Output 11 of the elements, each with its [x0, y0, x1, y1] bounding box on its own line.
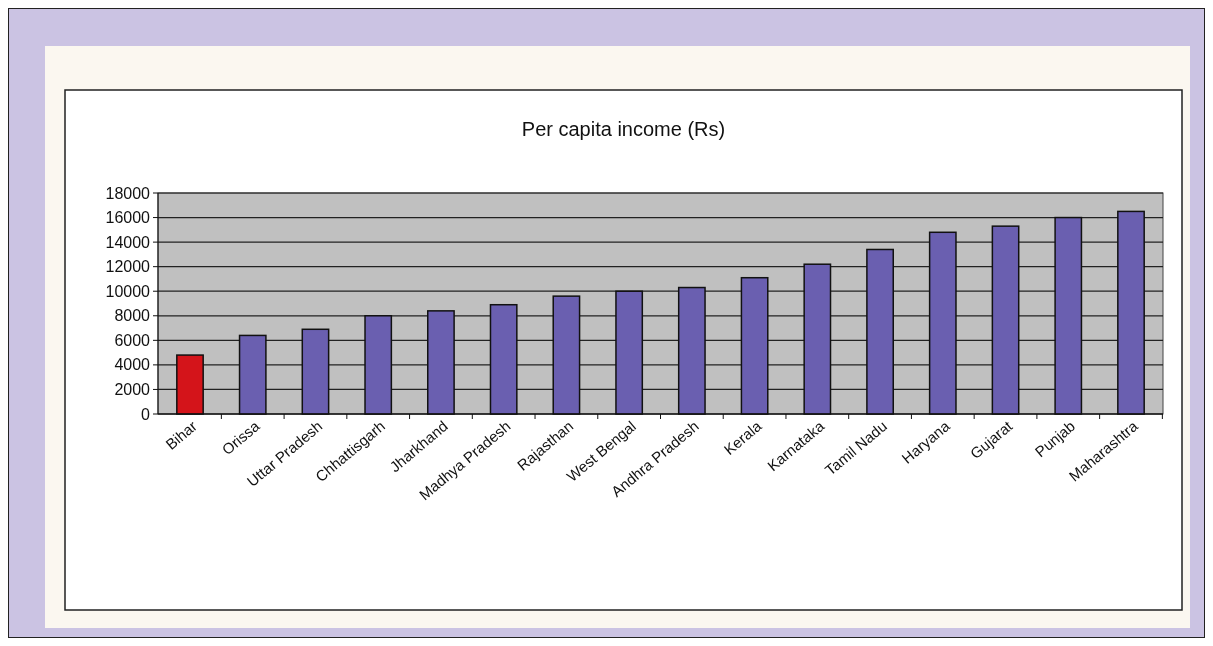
y-tick-label: 10000 — [105, 282, 151, 300]
chart-title: Per capita income (Rs) — [521, 118, 726, 140]
y-tick-label: 14000 — [105, 233, 151, 251]
y-tick-label: 0 — [141, 405, 151, 423]
y-tick-label: 18000 — [105, 184, 151, 202]
y-tick-label: 16000 — [105, 209, 151, 227]
y-tick-label: 8000 — [114, 307, 151, 325]
y-tick-label: 2000 — [114, 381, 151, 399]
y-tick-label: 4000 — [114, 356, 151, 374]
y-tick-label: 12000 — [105, 258, 151, 276]
y-tick-label: 6000 — [114, 331, 151, 349]
